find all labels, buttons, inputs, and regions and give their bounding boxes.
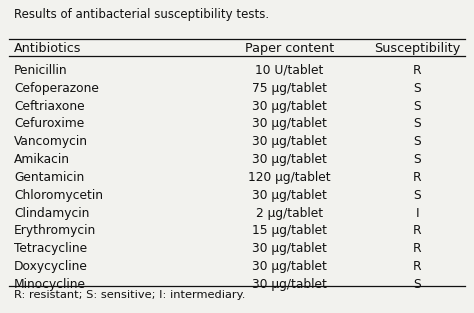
Text: Minocycline: Minocycline	[14, 278, 86, 291]
Text: Clindamycin: Clindamycin	[14, 207, 90, 220]
Text: Amikacin: Amikacin	[14, 153, 70, 166]
Text: Susceptibility: Susceptibility	[374, 42, 460, 55]
Text: R: R	[413, 64, 421, 77]
Text: 30 μg/tablet: 30 μg/tablet	[252, 135, 327, 148]
Text: 30 μg/tablet: 30 μg/tablet	[252, 117, 327, 131]
Text: 30 μg/tablet: 30 μg/tablet	[252, 100, 327, 113]
Text: Results of antibacterial susceptibility tests.: Results of antibacterial susceptibility …	[14, 8, 269, 21]
Text: 15 μg/tablet: 15 μg/tablet	[252, 224, 327, 238]
Text: Erythromycin: Erythromycin	[14, 224, 97, 238]
Text: S: S	[413, 278, 421, 291]
Text: S: S	[413, 100, 421, 113]
Text: R: R	[413, 260, 421, 273]
Text: Ceftriaxone: Ceftriaxone	[14, 100, 85, 113]
Text: R: R	[413, 224, 421, 238]
Text: S: S	[413, 117, 421, 131]
Text: S: S	[413, 82, 421, 95]
Text: Chloromycetin: Chloromycetin	[14, 189, 103, 202]
Text: 75 μg/tablet: 75 μg/tablet	[252, 82, 327, 95]
Text: 30 μg/tablet: 30 μg/tablet	[252, 278, 327, 291]
Text: S: S	[413, 189, 421, 202]
Text: 30 μg/tablet: 30 μg/tablet	[252, 260, 327, 273]
Text: Gentamicin: Gentamicin	[14, 171, 84, 184]
Text: R: R	[413, 242, 421, 255]
Text: 30 μg/tablet: 30 μg/tablet	[252, 189, 327, 202]
Text: S: S	[413, 153, 421, 166]
Text: Tetracycline: Tetracycline	[14, 242, 87, 255]
Text: R: R	[413, 171, 421, 184]
Text: R: resistant; S: sensitive; I: intermediary.: R: resistant; S: sensitive; I: intermedi…	[14, 290, 246, 300]
Text: Vancomycin: Vancomycin	[14, 135, 88, 148]
Text: Paper content: Paper content	[245, 42, 334, 55]
Text: 30 μg/tablet: 30 μg/tablet	[252, 242, 327, 255]
Text: I: I	[415, 207, 419, 220]
Text: Doxycycline: Doxycycline	[14, 260, 88, 273]
Text: Cefoperazone: Cefoperazone	[14, 82, 99, 95]
Text: 120 μg/tablet: 120 μg/tablet	[248, 171, 330, 184]
Text: Penicillin: Penicillin	[14, 64, 68, 77]
Text: 10 U/tablet: 10 U/tablet	[255, 64, 323, 77]
Text: S: S	[413, 135, 421, 148]
Text: 30 μg/tablet: 30 μg/tablet	[252, 153, 327, 166]
Text: Cefuroxime: Cefuroxime	[14, 117, 84, 131]
Text: 2 μg/tablet: 2 μg/tablet	[255, 207, 323, 220]
Text: Antibiotics: Antibiotics	[14, 42, 82, 55]
